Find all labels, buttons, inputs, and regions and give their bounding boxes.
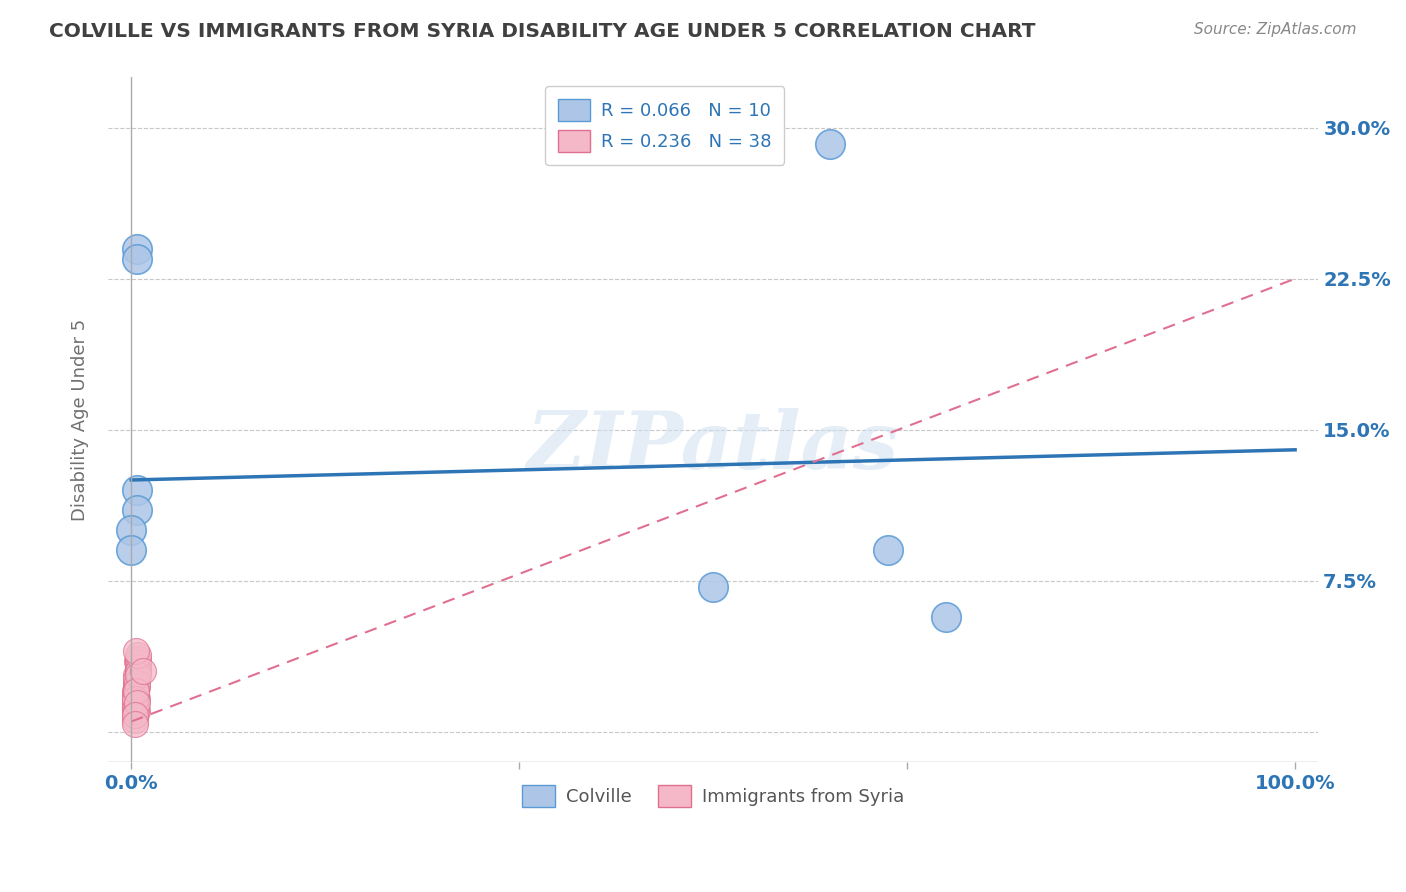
Point — [124, 708, 146, 723]
Point — [127, 664, 149, 678]
Point — [127, 674, 149, 689]
Point — [127, 652, 149, 666]
Point — [127, 681, 149, 695]
Point — [127, 664, 149, 678]
Point — [125, 689, 148, 703]
Point — [124, 708, 146, 723]
Legend: Colville, Immigrants from Syria: Colville, Immigrants from Syria — [515, 778, 911, 814]
Point — [125, 672, 148, 686]
Point — [702, 580, 724, 594]
Point — [125, 705, 148, 719]
Point — [127, 660, 149, 674]
Point — [818, 136, 841, 151]
Text: COLVILLE VS IMMIGRANTS FROM SYRIA DISABILITY AGE UNDER 5 CORRELATION CHART: COLVILLE VS IMMIGRANTS FROM SYRIA DISABI… — [49, 22, 1036, 41]
Point — [127, 676, 149, 690]
Point — [125, 684, 148, 698]
Point — [124, 697, 146, 711]
Point — [935, 610, 957, 624]
Point — [132, 664, 155, 678]
Point — [124, 700, 146, 714]
Point — [127, 503, 149, 517]
Point — [127, 705, 149, 719]
Point — [876, 543, 898, 558]
Point — [127, 242, 149, 256]
Point — [124, 689, 146, 703]
Point — [124, 684, 146, 698]
Text: ZIPatlas: ZIPatlas — [527, 409, 900, 486]
Y-axis label: Disability Age Under 5: Disability Age Under 5 — [72, 318, 89, 521]
Point — [125, 644, 148, 658]
Point — [125, 694, 148, 708]
Point — [127, 668, 149, 682]
Point — [124, 716, 146, 731]
Point — [120, 524, 142, 538]
Point — [127, 252, 149, 266]
Point — [124, 700, 146, 714]
Point — [125, 689, 148, 703]
Point — [127, 648, 149, 662]
Point — [125, 684, 148, 698]
Point — [127, 697, 149, 711]
Point — [124, 692, 146, 706]
Point — [124, 713, 146, 727]
Point — [125, 684, 148, 698]
Point — [127, 483, 149, 497]
Point — [125, 681, 148, 695]
Point — [127, 692, 149, 706]
Point — [127, 656, 149, 670]
Point — [124, 705, 146, 719]
Point — [125, 668, 148, 682]
Text: Source: ZipAtlas.com: Source: ZipAtlas.com — [1194, 22, 1357, 37]
Point — [125, 676, 148, 690]
Point — [127, 654, 149, 668]
Point — [120, 543, 142, 558]
